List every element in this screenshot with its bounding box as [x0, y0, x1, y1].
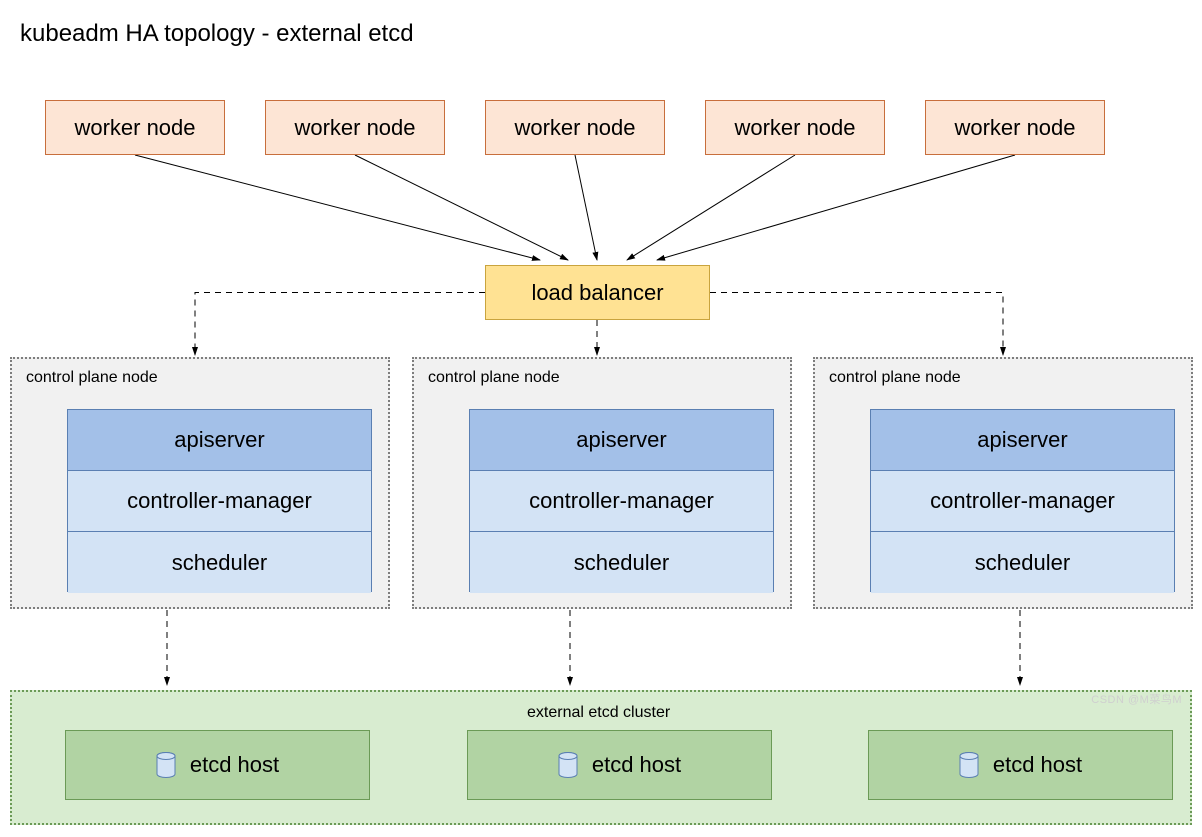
control-plane-container: control plane node apiservercontroller-ma… — [10, 357, 390, 609]
diagram-title: kubeadm HA topology - external etcd — [20, 20, 414, 48]
worker-node-box: worker node — [485, 100, 665, 155]
worker-node-label: worker node — [514, 115, 635, 141]
worker-node-label: worker node — [74, 115, 195, 141]
worker-node-label: worker node — [734, 115, 855, 141]
scheduler-cell: scheduler — [68, 532, 371, 593]
control-plane-stack: apiservercontroller-managerscheduler — [67, 409, 372, 592]
scheduler-cell: scheduler — [871, 532, 1174, 593]
etcd-host-label: etcd host — [592, 752, 681, 778]
worker-node-box: worker node — [265, 100, 445, 155]
control-plane-label: control plane node — [829, 369, 961, 387]
control-plane-label: control plane node — [428, 369, 560, 387]
worker-node-box: worker node — [925, 100, 1105, 155]
database-icon — [959, 752, 979, 778]
worker-node-label: worker node — [954, 115, 1075, 141]
load-balancer-label: load balancer — [531, 280, 663, 306]
database-icon — [156, 752, 176, 778]
etcd-host-box: etcd host — [868, 730, 1173, 800]
etcd-host-label: etcd host — [993, 752, 1082, 778]
control-plane-stack: apiservercontroller-managerscheduler — [870, 409, 1175, 592]
controller-manager-cell: controller-manager — [470, 471, 773, 532]
apiserver-cell: apiserver — [68, 410, 371, 471]
controller-manager-cell: controller-manager — [871, 471, 1174, 532]
watermark-text: CSDN @M菜鸟M — [1091, 691, 1182, 707]
database-icon — [558, 752, 578, 778]
control-plane-stack: apiservercontroller-managerscheduler — [469, 409, 774, 592]
control-plane-label: control plane node — [26, 369, 158, 387]
worker-node-label: worker node — [294, 115, 415, 141]
control-plane-container: control plane node apiservercontroller-ma… — [813, 357, 1193, 609]
apiserver-cell: apiserver — [470, 410, 773, 471]
load-balancer-box: load balancer — [485, 265, 710, 320]
worker-node-box: worker node — [45, 100, 225, 155]
controller-manager-cell: controller-manager — [68, 471, 371, 532]
apiserver-cell: apiserver — [871, 410, 1174, 471]
control-plane-container: control plane node apiservercontroller-ma… — [412, 357, 792, 609]
worker-node-box: worker node — [705, 100, 885, 155]
etcd-host-box: etcd host — [467, 730, 772, 800]
etcd-host-label: etcd host — [190, 752, 279, 778]
scheduler-cell: scheduler — [470, 532, 773, 593]
etcd-host-box: etcd host — [65, 730, 370, 800]
etcd-cluster-label: external etcd cluster — [527, 704, 670, 722]
